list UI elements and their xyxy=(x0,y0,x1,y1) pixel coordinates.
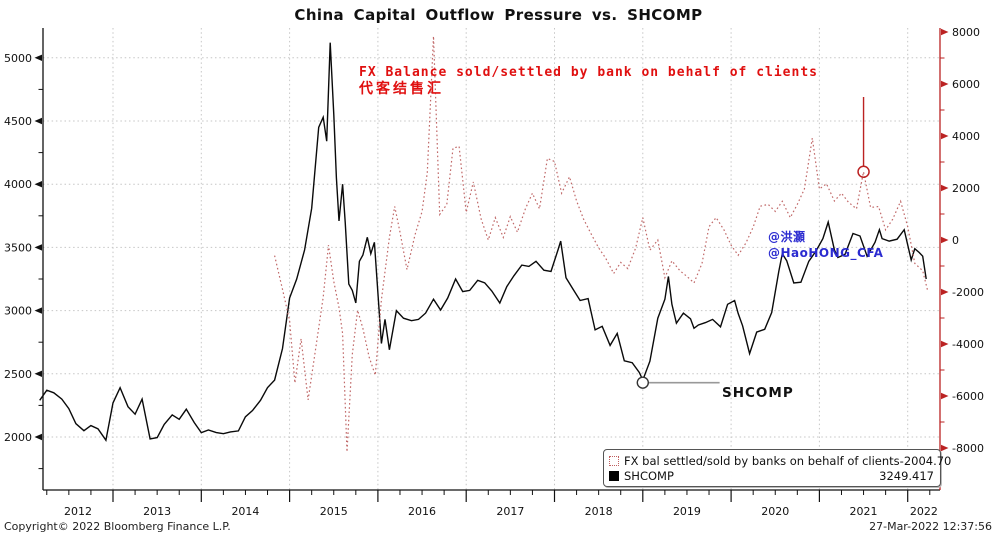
shcomp-callout-circle-icon xyxy=(636,376,649,389)
left-tick-arrow-icon xyxy=(34,370,42,377)
left-tick-arrow-icon xyxy=(34,244,42,251)
fx-callout-circle-icon xyxy=(857,165,870,178)
chart-title: China Capital Outflow Pressure vs. SHCOM… xyxy=(294,6,703,24)
axis-tick-label: 8000 xyxy=(952,26,980,39)
author-handle-en: @HaoHONG_CFA xyxy=(768,246,884,260)
fx-balance-line xyxy=(274,36,929,452)
axes: 2000 2500 3000 3500 4000 4500 5000 -8000 -6000 -4… xyxy=(4,26,984,518)
right-tick-arrow-icon xyxy=(941,392,949,400)
legend-value: -2004.70 xyxy=(899,453,952,468)
right-tick-arrow-icon xyxy=(941,28,949,36)
axis-tick-label: 2500 xyxy=(4,368,32,381)
axis-tick-label: 2012 xyxy=(64,505,92,518)
axis-tick-label: -4000 xyxy=(952,338,984,351)
author-handle-cn: @洪灝 xyxy=(768,230,806,244)
right-tick-arrow-icon xyxy=(941,80,949,88)
right-tick-arrow-icon xyxy=(941,288,949,296)
axis-tick-label: 2015 xyxy=(320,505,348,518)
fx-balance-annotation-cn: 代客结售汇 xyxy=(359,81,444,97)
fx-balance-annotation-en: FX Balance sold/settled by bank on behal… xyxy=(359,65,818,80)
axis-tick-label: 4500 xyxy=(4,115,32,128)
left-tick-arrow-icon xyxy=(34,307,42,314)
shcomp-series-label: SHCOMP xyxy=(722,385,794,401)
axis-tick-label: 0 xyxy=(952,234,959,247)
axis-tick-label: 2017 xyxy=(496,505,524,518)
legend-row-shcomp: SHCOMP 3249.417 xyxy=(609,468,934,483)
axis-tick-label: 5000 xyxy=(4,52,32,65)
axis-tick-label: 6000 xyxy=(952,78,980,91)
axis-tick-label: 4000 xyxy=(4,178,32,191)
shcomp-line xyxy=(39,42,927,442)
left-tick-arrow-icon xyxy=(34,117,42,125)
legend-row-fx: FX bal settled/sold by banks on behalf o… xyxy=(609,453,951,468)
axis-tick-label: 2021 xyxy=(850,505,878,518)
timestamp-text: 27-Mar-2022 12:37:56 xyxy=(869,520,992,533)
axis-tick-label: 2020 xyxy=(761,505,789,518)
right-tick-arrow-icon xyxy=(941,236,949,244)
legend-label: SHCOMP xyxy=(624,468,674,483)
fx-balance-annotation: FX Balance sold/settled by bank on behal… xyxy=(359,64,818,98)
right-tick-arrow-icon xyxy=(941,444,949,452)
fx-series-swatch-icon xyxy=(609,455,619,466)
right-tick-arrow-icon xyxy=(941,184,949,192)
axis-tick-label: 3000 xyxy=(4,305,32,318)
left-tick-arrow-icon xyxy=(34,433,42,441)
axis-tick-label: 2016 xyxy=(408,505,436,518)
axis-tick-label: 2014 xyxy=(231,505,259,518)
callouts xyxy=(636,97,870,389)
axis-tick-label: 2022 xyxy=(910,505,938,518)
axis-tick-label: 3500 xyxy=(4,241,32,254)
shcomp-series-swatch-icon xyxy=(609,470,619,481)
legend-value: 3249.417 xyxy=(879,468,934,483)
axis-tick-label: -2000 xyxy=(952,286,984,299)
copyright-text: Copyright© 2022 Bloomberg Finance L.P. xyxy=(4,520,231,533)
right-tick-arrow-icon xyxy=(941,340,949,348)
legend-box: FX bal settled/sold by banks on behalf o… xyxy=(603,449,951,487)
axis-tick-label: 2018 xyxy=(585,505,613,518)
axis-tick-label: -6000 xyxy=(952,390,984,403)
series-lines xyxy=(39,36,929,452)
author-handle: @洪灝 @HaoHONG_CFA xyxy=(768,229,883,261)
axis-tick-label: 4000 xyxy=(952,130,980,143)
axis-tick-label: 2000 xyxy=(4,431,32,444)
axis-tick-label: -8000 xyxy=(952,442,984,455)
left-tick-arrow-icon xyxy=(34,54,42,61)
axis-tick-label: 2019 xyxy=(673,505,701,518)
legend-label: FX bal settled/sold by banks on behalf o… xyxy=(624,453,900,468)
gridlines xyxy=(43,28,940,490)
right-tick-arrow-icon xyxy=(941,132,949,140)
axis-tick-label: 2013 xyxy=(143,505,171,518)
left-tick-arrow-icon xyxy=(34,181,42,188)
axis-tick-label: 2000 xyxy=(952,182,980,195)
